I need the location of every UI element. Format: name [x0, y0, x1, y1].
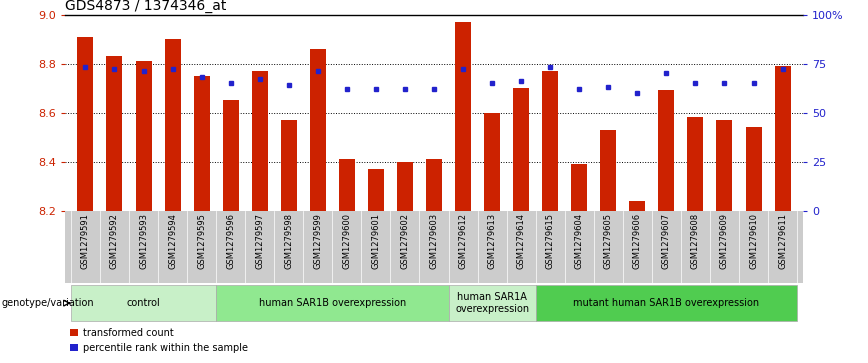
- Bar: [397, 162, 413, 211]
- Bar: [280, 120, 297, 211]
- Bar: [629, 201, 645, 211]
- Bar: [716, 120, 733, 211]
- Text: GSM1279604: GSM1279604: [575, 213, 584, 269]
- Text: GSM1279608: GSM1279608: [691, 213, 700, 269]
- Text: GSM1279602: GSM1279602: [400, 213, 410, 269]
- Text: GSM1279612: GSM1279612: [458, 213, 468, 269]
- Text: GSM1279594: GSM1279594: [168, 213, 177, 269]
- Text: human SAR1B overexpression: human SAR1B overexpression: [259, 298, 406, 308]
- Bar: [368, 169, 384, 211]
- Text: GSM1279598: GSM1279598: [284, 213, 293, 269]
- Text: control: control: [127, 298, 161, 308]
- Text: human SAR1A
overexpression: human SAR1A overexpression: [455, 292, 529, 314]
- Text: GSM1279614: GSM1279614: [516, 213, 526, 269]
- Text: GSM1279609: GSM1279609: [720, 213, 729, 269]
- Bar: [659, 90, 674, 211]
- Text: GDS4873 / 1374346_at: GDS4873 / 1374346_at: [65, 0, 227, 13]
- Bar: [252, 71, 267, 211]
- Text: GSM1279606: GSM1279606: [633, 213, 641, 269]
- Text: GSM1279605: GSM1279605: [604, 213, 613, 269]
- Text: GSM1279607: GSM1279607: [662, 213, 671, 269]
- Text: GSM1279597: GSM1279597: [255, 213, 264, 269]
- Text: GSM1279599: GSM1279599: [313, 213, 322, 269]
- FancyBboxPatch shape: [449, 285, 536, 321]
- Text: GSM1279615: GSM1279615: [546, 213, 555, 269]
- Bar: [135, 61, 152, 211]
- Bar: [426, 159, 442, 211]
- Text: GSM1279592: GSM1279592: [110, 213, 119, 269]
- Text: GSM1279600: GSM1279600: [342, 213, 352, 269]
- Bar: [194, 76, 209, 211]
- Text: mutant human SAR1B overexpression: mutant human SAR1B overexpression: [574, 298, 760, 308]
- Bar: [310, 49, 326, 211]
- Bar: [455, 22, 471, 211]
- Bar: [571, 164, 588, 211]
- Text: GSM1279610: GSM1279610: [749, 213, 758, 269]
- Text: GSM1279591: GSM1279591: [81, 213, 90, 269]
- Bar: [223, 100, 239, 211]
- Text: GSM1279595: GSM1279595: [197, 213, 206, 269]
- Bar: [107, 56, 122, 211]
- Text: GSM1279601: GSM1279601: [372, 213, 380, 269]
- Bar: [339, 159, 355, 211]
- Bar: [601, 130, 616, 211]
- Text: GSM1279603: GSM1279603: [430, 213, 438, 269]
- Text: GSM1279596: GSM1279596: [227, 213, 235, 269]
- Bar: [542, 71, 558, 211]
- Text: GSM1279613: GSM1279613: [488, 213, 496, 269]
- Bar: [746, 127, 761, 211]
- Bar: [484, 113, 500, 211]
- Text: GSM1279593: GSM1279593: [139, 213, 148, 269]
- Bar: [513, 88, 529, 211]
- FancyBboxPatch shape: [216, 285, 449, 321]
- Text: genotype/variation: genotype/variation: [2, 298, 95, 308]
- Text: GSM1279611: GSM1279611: [778, 213, 787, 269]
- FancyBboxPatch shape: [536, 285, 797, 321]
- Bar: [77, 37, 94, 211]
- Legend: transformed count, percentile rank within the sample: transformed count, percentile rank withi…: [70, 328, 247, 353]
- Bar: [687, 117, 703, 211]
- Bar: [165, 39, 181, 211]
- Bar: [774, 66, 791, 211]
- FancyBboxPatch shape: [71, 285, 216, 321]
